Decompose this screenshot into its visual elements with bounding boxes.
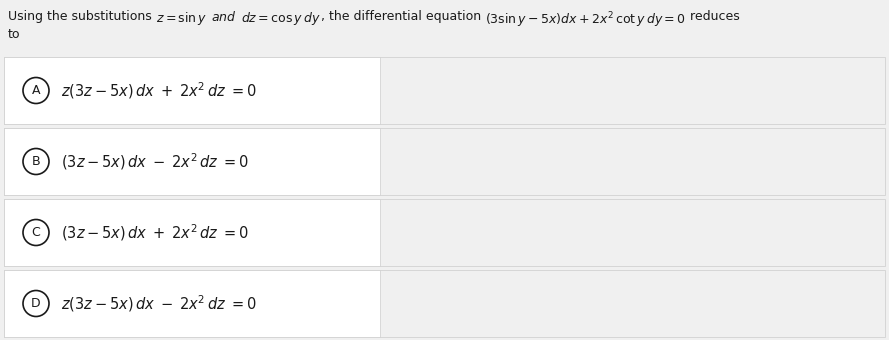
- Text: to: to: [8, 28, 20, 41]
- Text: B: B: [32, 155, 40, 168]
- Text: $(3\sin y - 5x)dx+2x^2\, \cot y\, dy=0$: $(3\sin y - 5x)dx+2x^2\, \cot y\, dy=0$: [485, 10, 685, 30]
- Text: A: A: [32, 84, 40, 97]
- Text: $z(3z-5x)\,dx\;+\;2x^2\,dz\;=0$: $z(3z-5x)\,dx\;+\;2x^2\,dz\;=0$: [61, 80, 257, 101]
- FancyBboxPatch shape: [4, 128, 380, 195]
- Text: $and$: $and$: [212, 10, 236, 24]
- Text: $z(3z-5x)\,dx\;-\;2x^2\,dz\;=0$: $z(3z-5x)\,dx\;-\;2x^2\,dz\;=0$: [61, 293, 257, 314]
- Text: D: D: [31, 297, 41, 310]
- FancyBboxPatch shape: [4, 128, 885, 195]
- FancyBboxPatch shape: [4, 57, 885, 124]
- Text: $(3z-5x)\,dx\;-\;2x^2\,dz\;=0$: $(3z-5x)\,dx\;-\;2x^2\,dz\;=0$: [61, 151, 249, 172]
- Text: reduces: reduces: [685, 10, 740, 23]
- FancyBboxPatch shape: [4, 270, 885, 337]
- Text: Using the substitutions: Using the substitutions: [8, 10, 156, 23]
- FancyBboxPatch shape: [4, 270, 380, 337]
- FancyBboxPatch shape: [4, 199, 380, 266]
- Text: $dz=\cos y\, dy$: $dz=\cos y\, dy$: [241, 10, 321, 27]
- Text: C: C: [32, 226, 40, 239]
- Text: $(3z-5x)\,dx\;+\;2x^2\,dz\;=0$: $(3z-5x)\,dx\;+\;2x^2\,dz\;=0$: [61, 222, 249, 243]
- Text: $z=\sin y$: $z=\sin y$: [156, 10, 207, 27]
- FancyBboxPatch shape: [4, 199, 885, 266]
- Text: , the differential equation: , the differential equation: [321, 10, 485, 23]
- FancyBboxPatch shape: [4, 57, 380, 124]
